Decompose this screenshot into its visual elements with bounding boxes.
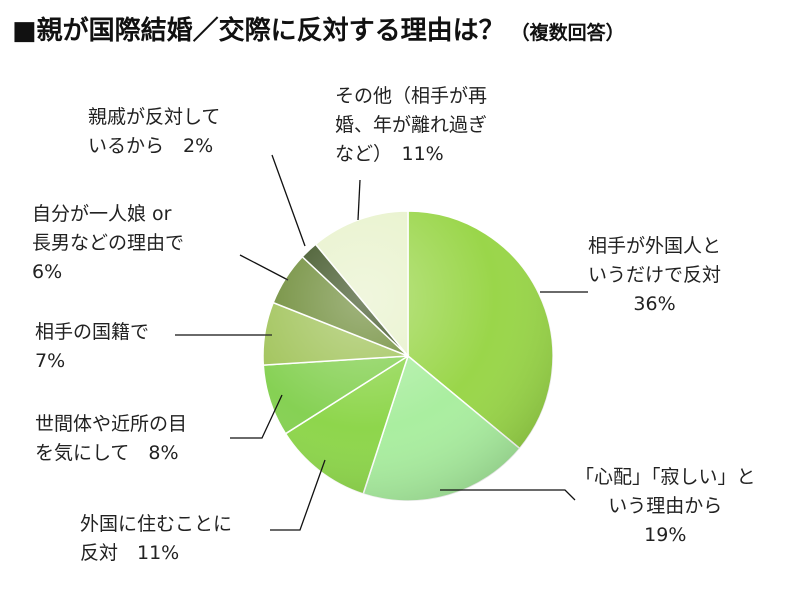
slice-label-line: 親戚が反対して [88,106,221,128]
leader-line-2 [270,459,326,531]
slice-label-5: 自分が一人娘 or 長男などの理由で 6% [32,200,184,287]
slice-label-line: 自分が一人娘 or [32,203,172,225]
slice-label-0: 相手が外国人と いうだけで反対 36% [588,232,721,319]
slice-label-1: 「心配」「寂しい」と いう理由から 19% [575,463,756,550]
slice-label-line: 相手の国籍で [35,321,150,343]
title-square-icon: ■ [12,16,37,46]
slice-label-line: など） 11% [335,143,444,165]
leader-line-7 [357,179,361,221]
slice-label-line: 婚、年が離れ過ぎ [335,114,488,136]
slice-label-line: 長男などの理由で [32,232,185,254]
chart-title-suffix: （複数回答） [510,22,625,44]
slice-label-line: を気にして 8% [35,442,179,464]
leader-line-6 [271,154,306,247]
slice-label-line: いう理由から [608,495,723,517]
slice-label-line: 36% [633,293,676,315]
slice-label-4: 相手の国籍で 7% [35,318,149,376]
slice-label-2: 外国に住むことに 反対 11% [80,510,232,568]
slice-label-line: 外国に住むことに [80,513,233,535]
slice-label-line: 19% [644,524,687,546]
slice-label-line: その他（相手が再 [335,85,488,107]
slice-label-7: その他（相手が再 婚、年が離れ過ぎ など） 11% [335,82,487,169]
slice-label-line: 6% [32,261,63,283]
slice-label-6: 親戚が反対して いるから 2% [88,103,220,161]
slice-label-line: いうだけで反対 [588,264,722,286]
slice-label-line: いるから 2% [88,135,214,157]
slice-label-line: 7% [35,350,66,372]
chart-title: 親が国際結婚／交際に反対する理由は？ [36,16,505,46]
slice-label-line: 世間体や近所の目 [35,413,188,435]
leader-line-5 [239,254,289,281]
slice-label-line: 反対 11% [80,542,180,564]
pie-slices [262,210,554,502]
slice-label-3: 世間体や近所の目 を気にして 8% [35,410,187,468]
slice-label-line: 相手が外国人と [588,235,722,257]
slice-label-line: 「心配」「寂しい」と [575,466,756,488]
chart-title-block: ■親が国際結婚／交際に反対する理由は？ （複数回答） [12,10,625,47]
